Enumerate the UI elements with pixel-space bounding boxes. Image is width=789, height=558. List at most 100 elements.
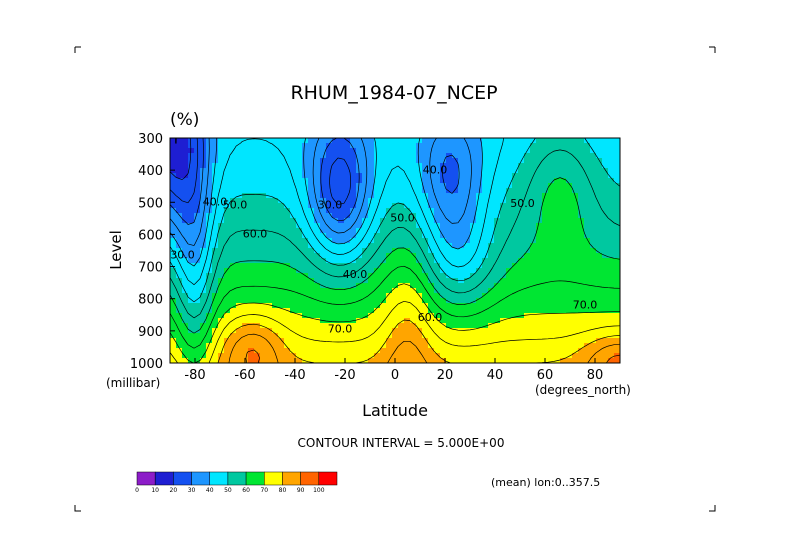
heat-cell xyxy=(458,188,465,194)
contour-line xyxy=(170,138,483,267)
heat-cell xyxy=(260,193,267,199)
heat-cell xyxy=(182,173,189,179)
heat-cell xyxy=(536,273,543,279)
heat-cell xyxy=(428,293,435,299)
heat-cell xyxy=(602,178,609,184)
heat-cell xyxy=(374,193,381,199)
heat-cell xyxy=(572,158,579,164)
heat-cell xyxy=(230,213,237,219)
heat-cell xyxy=(506,203,513,209)
heat-cell xyxy=(296,353,303,359)
heat-cell xyxy=(212,343,219,349)
heat-cell xyxy=(608,248,615,254)
heat-cell xyxy=(176,243,183,249)
heat-cell xyxy=(542,153,549,159)
heat-cell xyxy=(302,173,309,179)
heat-cell xyxy=(428,198,435,204)
heat-cell xyxy=(518,218,525,224)
heat-cell xyxy=(182,143,189,149)
heat-cell xyxy=(194,218,201,224)
heat-cell xyxy=(596,283,603,289)
heat-cell xyxy=(584,293,591,299)
heat-cell xyxy=(272,208,279,214)
heat-cell xyxy=(362,158,369,164)
heat-cell xyxy=(344,188,351,194)
heat-cell xyxy=(320,273,327,279)
heat-cell xyxy=(290,353,297,359)
heat-cell xyxy=(170,338,177,344)
heat-cell xyxy=(398,188,405,194)
heat-cell xyxy=(332,163,339,169)
heat-cell xyxy=(560,153,567,159)
heat-cell xyxy=(326,243,333,249)
heat-cell xyxy=(470,268,477,274)
heat-cell xyxy=(176,148,183,154)
heat-cell xyxy=(404,283,411,289)
heat-cell xyxy=(602,338,609,344)
heat-cell xyxy=(170,163,177,169)
heat-cell xyxy=(398,328,405,334)
heat-cell xyxy=(512,158,519,164)
heat-cell xyxy=(326,308,333,314)
heat-cell xyxy=(512,223,519,229)
heat-cell xyxy=(260,328,267,334)
heat-cell xyxy=(254,328,261,334)
heat-cell xyxy=(278,153,285,159)
heat-cell xyxy=(212,153,219,159)
heat-cell xyxy=(488,318,495,324)
heat-cell xyxy=(278,358,285,363)
heat-cell xyxy=(434,223,441,229)
heat-cell xyxy=(368,163,375,169)
heat-cell xyxy=(446,283,453,289)
heat-cell xyxy=(518,248,525,254)
heat-cell xyxy=(458,223,465,229)
heat-cell xyxy=(212,178,219,184)
heat-cell xyxy=(230,248,237,254)
heat-cell xyxy=(476,243,483,249)
heat-cell xyxy=(488,213,495,219)
heat-cell xyxy=(416,333,423,339)
heat-cell xyxy=(260,308,267,314)
heat-cell xyxy=(542,288,549,294)
heat-cell xyxy=(344,223,351,229)
heat-cell xyxy=(518,233,525,239)
heat-cell xyxy=(470,328,477,334)
heat-cell xyxy=(596,343,603,349)
heat-cell xyxy=(482,278,489,284)
heat-cell xyxy=(182,148,189,154)
heat-cell xyxy=(584,208,591,214)
heat-cell xyxy=(548,298,555,304)
heat-cell xyxy=(380,238,387,244)
heat-cell xyxy=(356,198,363,204)
heat-cell xyxy=(362,203,369,209)
heat-cell xyxy=(350,288,357,294)
heat-cell xyxy=(386,168,393,174)
heat-cell xyxy=(416,143,423,149)
heat-cell xyxy=(248,313,255,319)
heat-cell xyxy=(518,148,525,154)
heat-cell xyxy=(572,318,579,324)
heat-cell xyxy=(518,168,525,174)
heat-cell xyxy=(356,308,363,314)
heat-cell xyxy=(374,198,381,204)
heat-cell xyxy=(434,338,441,344)
heat-cell xyxy=(368,333,375,339)
heat-cell xyxy=(524,333,531,339)
heat-cell xyxy=(326,163,333,169)
heat-cell xyxy=(380,213,387,219)
heat-cell xyxy=(206,313,213,319)
heat-cell xyxy=(614,273,620,279)
heat-cell xyxy=(314,208,321,214)
heat-cell xyxy=(548,203,555,209)
heat-cell xyxy=(500,148,507,154)
heat-cell xyxy=(404,258,411,264)
heat-cell xyxy=(410,323,417,329)
heat-cell xyxy=(170,168,177,174)
heat-cell xyxy=(596,303,603,309)
heat-cell xyxy=(482,203,489,209)
contour-value-label: 60.0 xyxy=(418,311,443,324)
heat-cell xyxy=(482,293,489,299)
heat-cell xyxy=(398,343,405,349)
heat-cell xyxy=(242,253,249,259)
heat-cell xyxy=(182,203,189,209)
